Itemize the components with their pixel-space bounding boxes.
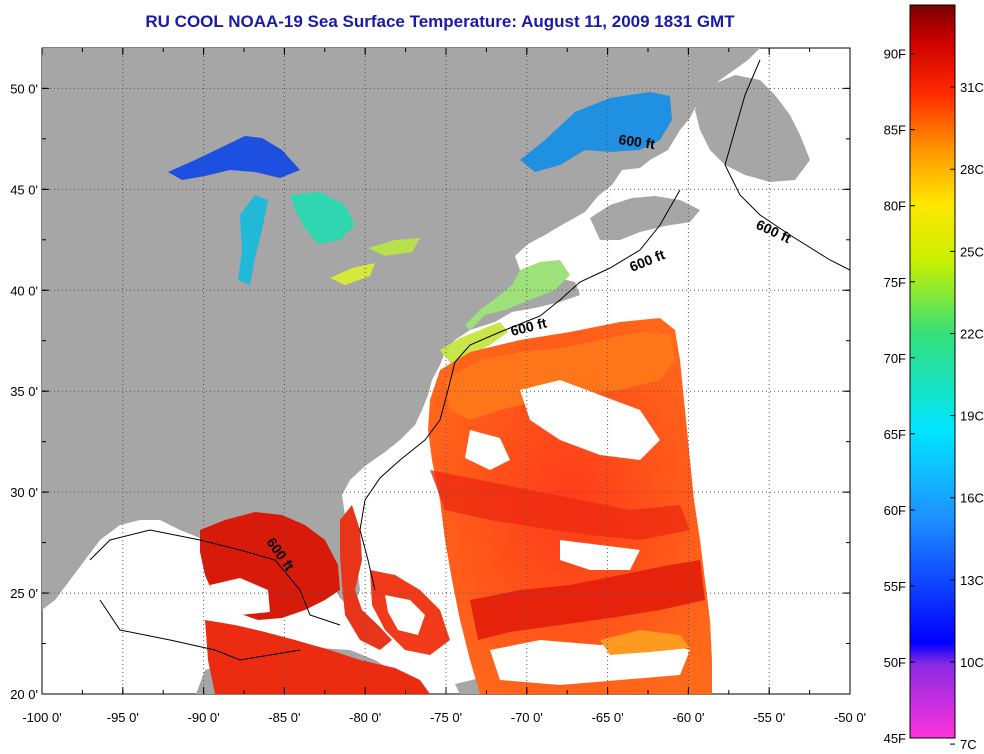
contour-line (359, 189, 681, 591)
cloud-patch (520, 380, 660, 460)
axis-ticks (41, 48, 851, 695)
latitude-tick-label: 20 0' (10, 687, 38, 702)
latitude-tick-label: 40 0' (10, 283, 38, 298)
colorbar-ticks (910, 53, 955, 745)
longitude-tick-label: -100 0' (22, 710, 61, 725)
longitude-tick-label: -60 0' (672, 710, 704, 725)
land-nova-scotia (590, 196, 700, 240)
colorbar-c-label: 22C (960, 326, 984, 341)
warm-patch (600, 630, 690, 655)
lake-ontario (368, 238, 420, 256)
colorbar-c-label: 28C (960, 162, 984, 177)
land-north-america (42, 48, 760, 610)
gulf-maine-sst (465, 260, 570, 330)
longitude-tick-label: -75 0' (430, 710, 462, 725)
longitude-labels: -100 0' -95 0' -90 0' -85 0' -80 0' -75 0' -70… (22, 710, 866, 725)
contour-label: 600 ft (618, 131, 657, 152)
contour-line (724, 59, 850, 271)
longitude-tick-label: -70 0' (511, 710, 543, 725)
colorbar-f-label: 70F (884, 351, 906, 366)
colorbar-f-label: 90F (884, 47, 906, 62)
atlantic-red-band (430, 470, 690, 540)
latitude-tick-label: 25 0' (10, 586, 38, 601)
lake-michigan (238, 195, 268, 285)
longitude-tick-label: -80 0' (349, 710, 381, 725)
colorbar (909, 4, 956, 739)
colorbar-f-label: 60F (884, 503, 906, 518)
colorbar-f-label: 85F (884, 123, 906, 138)
cloud-patch (210, 578, 270, 615)
cloud-patch (560, 540, 640, 570)
colorbar-c-label: 16C (960, 491, 984, 506)
colorbar-celsius-labels: 31C 28C 25C 22C 19C 16C 13C 10C 7C (960, 80, 984, 752)
colorbar-f-label: 65F (884, 427, 906, 442)
lake-superior (168, 136, 300, 180)
latitude-tick-label: 30 0' (10, 485, 38, 500)
longitude-tick-label: -90 0' (188, 710, 220, 725)
contour-line (99, 599, 301, 661)
loop-current-sst (340, 505, 392, 650)
colorbar-c-label: 7C (960, 737, 977, 752)
st-lawrence-sst (520, 92, 672, 172)
atlantic-orange (445, 332, 675, 420)
longitude-tick-label: -50 0' (834, 710, 866, 725)
colorbar-c-label: 19C (960, 409, 984, 424)
colorbar-c-label: 13C (960, 573, 984, 588)
lake-huron (290, 192, 355, 244)
colorbar-f-label: 75F (884, 275, 906, 290)
cloud-patch (465, 430, 510, 470)
colorbar-fahrenheit-labels: 90F 85F 80F 75F 70F 65F 60F 55F 50F 45F (884, 47, 906, 746)
cloud-patch (385, 595, 425, 635)
contour-line (89, 529, 341, 626)
grid-lines (42, 48, 850, 694)
colorbar-c-label: 31C (960, 80, 984, 95)
map-title: RU COOL NOAA-19 Sea Surface Temperature:… (145, 12, 735, 31)
longitude-tick-label: -55 0' (753, 710, 785, 725)
colorbar-f-label: 80F (884, 199, 906, 214)
longitude-tick-label: -95 0' (107, 710, 139, 725)
colorbar-f-label: 50F (884, 655, 906, 670)
gulf-mexico-sst-south (205, 620, 430, 694)
colorbar-f-label: 45F (884, 731, 906, 746)
lake-erie (330, 263, 375, 285)
latitude-tick-label: 45 0' (10, 182, 38, 197)
colorbar-c-label: 25C (960, 244, 984, 259)
latitude-tick-label: 50 0' (10, 81, 38, 96)
colorbar-f-label: 55F (884, 579, 906, 594)
latitude-tick-label: 35 0' (10, 384, 38, 399)
land-newfoundland (695, 75, 810, 182)
atlantic-red-south (470, 560, 705, 640)
longitude-tick-label: -85 0' (268, 710, 300, 725)
colorbar-c-label: 10C (960, 655, 984, 670)
latitude-labels: 20 0' 25 0' 30 0' 35 0' 40 0' 45 0' 50 0' (10, 81, 38, 702)
longitude-tick-label: -65 0' (592, 710, 624, 725)
